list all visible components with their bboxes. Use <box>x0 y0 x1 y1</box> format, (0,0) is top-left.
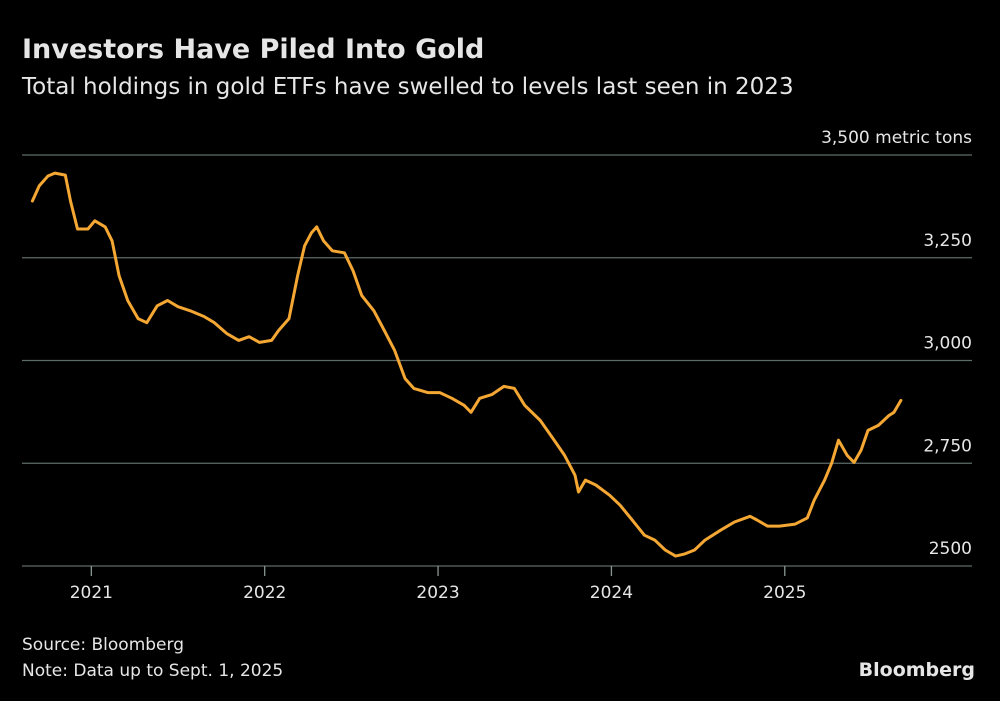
data-line <box>30 171 903 558</box>
brand: Bloomberg <box>859 659 975 681</box>
source: Source: Bloomberg <box>22 635 184 655</box>
y-tick-label: 3,250 <box>923 231 972 251</box>
x-tick-label: 2023 <box>416 583 459 603</box>
y-tick-label: 3,000 <box>923 334 972 354</box>
x-tick-label: 2021 <box>70 583 113 603</box>
y-tick-label: 2,750 <box>923 436 972 456</box>
y-tick-label: 3,500 metric tons <box>821 128 972 148</box>
x-tick-label: 2022 <box>243 583 286 603</box>
chart-subtitle: Total holdings in gold ETFs have swelled… <box>21 74 794 100</box>
y-tick-label: 2500 <box>929 539 972 559</box>
x-tick-label: 2025 <box>763 583 806 603</box>
x-tick-label: 2024 <box>590 583 633 603</box>
chart-title: Investors Have Piled Into Gold <box>22 34 484 65</box>
note: Note: Data up to Sept. 1, 2025 <box>22 661 283 681</box>
